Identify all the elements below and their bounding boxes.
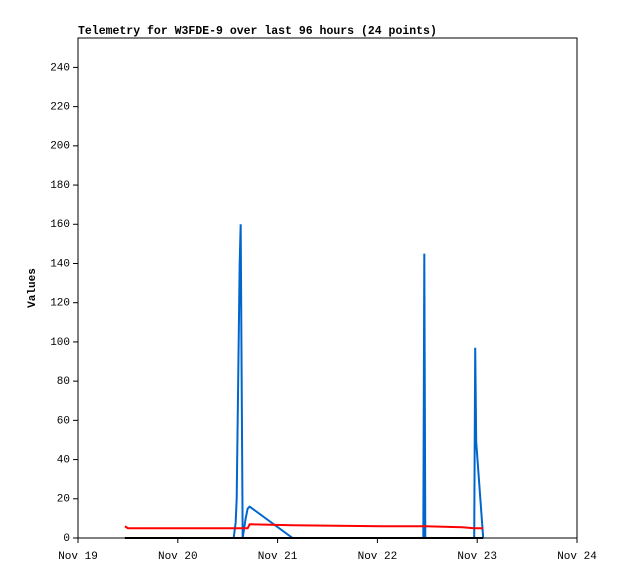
y-tick-label: 0	[63, 533, 70, 545]
y-tick-label: 120	[50, 298, 70, 310]
y-tick-label: 180	[50, 180, 70, 192]
x-tick-label: Nov 20	[158, 551, 198, 563]
x-tick-label: Nov 19	[58, 551, 98, 563]
y-tick-label: 160	[50, 219, 70, 231]
y-tick-label: 200	[50, 141, 70, 153]
y-tick-label: 60	[57, 415, 70, 427]
y-tick-label: 40	[57, 454, 70, 466]
y-tick-label: 240	[50, 62, 70, 74]
x-tick-label: Nov 22	[358, 551, 398, 563]
x-tick-label: Nov 24	[557, 551, 597, 563]
plot-frame	[77, 37, 578, 539]
y-tick-label: 140	[50, 258, 70, 270]
series-line	[124, 523, 484, 530]
y-tick-label: 220	[50, 102, 70, 114]
y-tick-label: 100	[50, 337, 70, 349]
chart-title: Telemetry for W3FDE-9 over last 96 hours…	[78, 25, 437, 38]
x-tick-label: Nov 23	[457, 551, 497, 563]
x-tick-label: Nov 21	[258, 551, 298, 563]
series-line	[124, 224, 485, 539]
y-axis-label: Values	[27, 268, 39, 308]
y-tick-label: 20	[57, 494, 70, 506]
y-tick-label: 80	[57, 376, 70, 388]
